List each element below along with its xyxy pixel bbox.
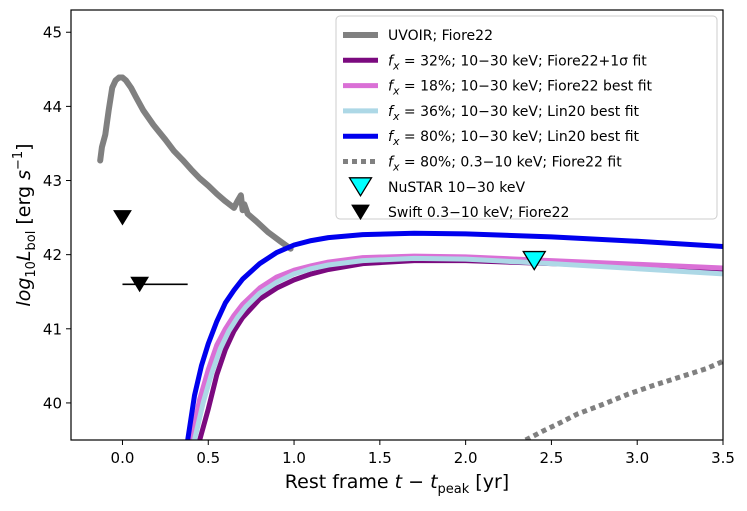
legend-label-fx36: fx = 36%; 10−30 keV; Lin20 best fit bbox=[388, 104, 640, 123]
legend-label-part: = 32%; 10−30 keV; Fiore22+1σ fit bbox=[399, 53, 647, 69]
x-axis-label-part: t bbox=[430, 471, 439, 493]
x-tick-label: 0.0 bbox=[111, 449, 135, 467]
x-tick-label: 2.0 bbox=[454, 449, 478, 467]
y-axis-label-part: [erg bbox=[13, 180, 35, 231]
legend-label-part: f bbox=[388, 129, 395, 145]
legend-label-nustar: NuSTAR 10−30 keV bbox=[388, 180, 525, 196]
x-tick-label: 1.0 bbox=[282, 449, 306, 467]
y-axis-label-part: bol bbox=[24, 231, 39, 251]
y-tick-label: 44 bbox=[43, 98, 62, 116]
y-tick-label: 45 bbox=[43, 24, 62, 42]
x-tick-label: 1.5 bbox=[368, 449, 392, 467]
plot-area bbox=[97, 74, 723, 440]
x-axis-label-part: Rest frame bbox=[285, 471, 395, 493]
series-line-fx80s bbox=[524, 359, 723, 440]
y-tick-label: 42 bbox=[43, 246, 62, 264]
legend-handle-nustar bbox=[348, 177, 373, 198]
legend-label-part: f bbox=[388, 104, 395, 120]
legend-label-part: x bbox=[392, 85, 400, 98]
marker-nustar-0 bbox=[522, 250, 547, 271]
legend-label-part: = 36%; 10−30 keV; Lin20 best fit bbox=[399, 104, 639, 120]
legend-label-part: f bbox=[388, 53, 395, 69]
legend-label-part: x bbox=[392, 161, 400, 174]
x-axis-label-part: peak bbox=[438, 482, 470, 497]
legend-label-swift: Swift 0.3−10 keV; Fiore22 bbox=[388, 205, 569, 221]
y-axis-label-part: log bbox=[13, 278, 35, 307]
y-axis-label-part: s bbox=[13, 170, 35, 180]
series-line-fx80h bbox=[185, 230, 723, 440]
legend-label-part: x bbox=[392, 110, 400, 123]
x-axis-label-part: t bbox=[395, 471, 404, 493]
x-tick-label: 0.5 bbox=[196, 449, 220, 467]
x-tick-label: 2.5 bbox=[539, 449, 563, 467]
y-axis-label-part: ] bbox=[13, 143, 35, 150]
x-axis-label: Rest frame t − tpeak [yr] bbox=[285, 471, 509, 497]
series-line-uvoir bbox=[97, 74, 294, 252]
legend-label-uvoir: UVOIR; Fiore22 bbox=[388, 28, 493, 44]
legend-label-fx18: fx = 18%; 10−30 keV; Fiore22 best fit bbox=[388, 79, 653, 98]
legend-label-part: f bbox=[388, 155, 395, 171]
x-axis-label-part: − bbox=[402, 471, 430, 493]
legend-box bbox=[335, 15, 718, 220]
y-axis-label-part: L bbox=[13, 250, 35, 261]
y-axis-label-part: 10 bbox=[24, 261, 39, 278]
y-tick-label: 40 bbox=[43, 394, 62, 412]
marker-swift-0 bbox=[113, 210, 132, 226]
legend-label-part: = 80%; 0.3−10 keV; Fiore22 fit bbox=[399, 155, 622, 171]
legend-label-fx32: fx = 32%; 10−30 keV; Fiore22+1σ fit bbox=[388, 53, 647, 72]
marker-swift-1 bbox=[130, 276, 150, 293]
axes-frame bbox=[70, 9, 724, 441]
x-tick-label: 3.0 bbox=[625, 449, 649, 467]
legend-label-part: x bbox=[392, 135, 400, 148]
y-axis-label: log10Lbol [erg s−1] bbox=[11, 143, 39, 306]
y-axis-label-part: −1 bbox=[11, 151, 26, 170]
y-tick-label: 41 bbox=[43, 320, 62, 338]
x-tick-label: 3.5 bbox=[711, 449, 735, 467]
axes: 0.0 0.5 1.0 1.5 2.0 2.5 3.0 3.5 40 41 42 43 44 45 Rest… bbox=[11, 9, 735, 497]
legend-label-part: f bbox=[388, 79, 395, 95]
legend-label-part: = 80%; 10−30 keV; Lin20 best fit bbox=[399, 129, 639, 145]
y-tick-label: 43 bbox=[43, 172, 62, 190]
legend-handle-swift bbox=[351, 204, 370, 221]
legend-label-part: x bbox=[392, 59, 400, 72]
legend-label-fx80s: fx = 80%; 0.3−10 keV; Fiore22 fit bbox=[388, 155, 622, 174]
series-line-fx36 bbox=[192, 255, 723, 440]
legend-label-fx80h: fx = 80%; 10−30 keV; Lin20 best fit bbox=[388, 129, 640, 148]
legend-label-part: = 18%; 10−30 keV; Fiore22 best fit bbox=[399, 79, 652, 95]
x-axis-label-part: [yr] bbox=[469, 471, 509, 493]
